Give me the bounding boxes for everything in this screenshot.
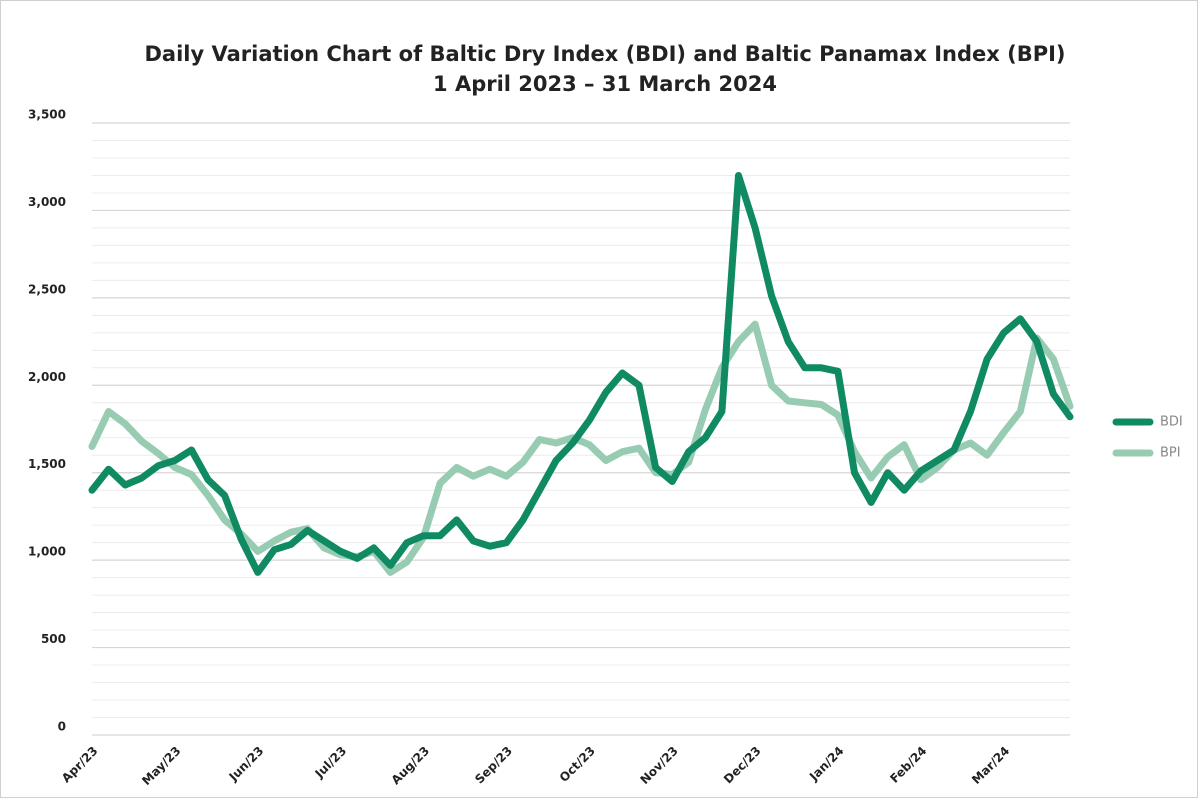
legend-label: BDI: [1160, 415, 1183, 430]
series-line: [88, 320, 1074, 576]
chart-title: Daily Variation Chart of Baltic Dry Inde…: [144, 42, 1065, 66]
y-tick-label: 1,000: [28, 545, 66, 559]
y-tick-label: 3,000: [28, 195, 66, 209]
y-tick-label: 3,500: [28, 108, 66, 122]
y-tick-label: 500: [41, 632, 66, 646]
y-tick-label: 1,500: [28, 457, 66, 471]
chart-subtitle: 1 April 2023 – 31 March 2024: [433, 72, 777, 96]
y-tick-label: 2,500: [28, 282, 66, 296]
series-line: [88, 172, 1074, 576]
legend-label: BPI: [1160, 446, 1181, 461]
y-tick-label: 0: [58, 720, 66, 734]
y-tick-label: 2,000: [28, 370, 66, 384]
